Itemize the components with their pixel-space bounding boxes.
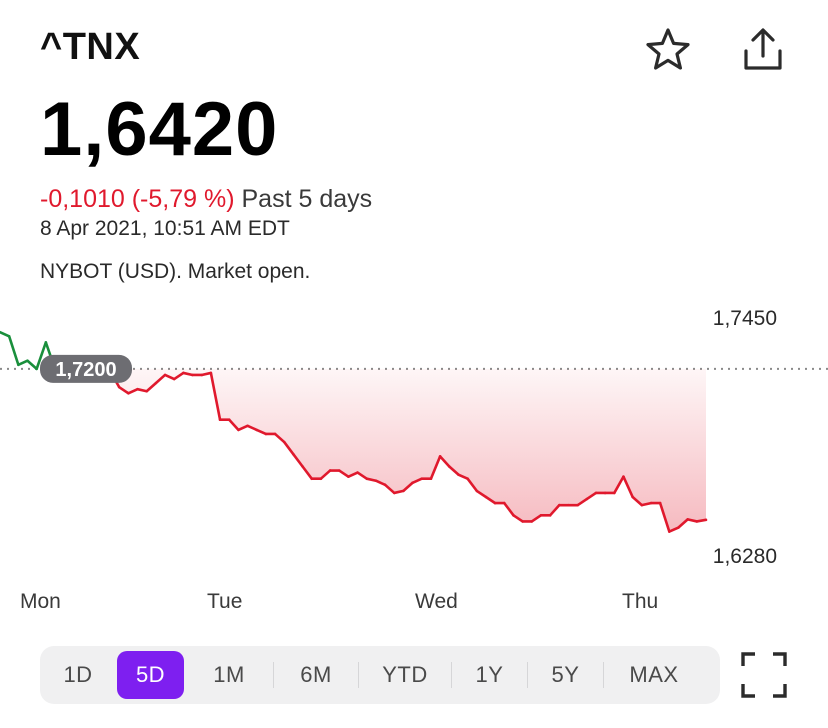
period-tab-5d[interactable]: 5D bbox=[117, 651, 184, 699]
series-line-segment bbox=[127, 387, 139, 395]
divider bbox=[358, 662, 359, 688]
series-line-segment bbox=[35, 341, 48, 371]
series-line-segment bbox=[172, 371, 185, 381]
market-status: NYBOT (USD). Market open. bbox=[40, 260, 311, 283]
period-tab-1m[interactable]: 1M bbox=[213, 662, 245, 687]
series-line-segment bbox=[301, 465, 314, 481]
series-line-segment bbox=[466, 477, 479, 493]
series-line-segment bbox=[411, 477, 424, 485]
series-line-segment bbox=[209, 371, 222, 422]
series-line-segment bbox=[402, 481, 414, 493]
star-outline-icon bbox=[646, 28, 690, 70]
y-axis-label-min: 1,6280 bbox=[713, 545, 777, 568]
change-period: Past 5 days bbox=[241, 185, 373, 213]
series-line-segment bbox=[163, 373, 176, 381]
share-button[interactable] bbox=[738, 24, 788, 74]
series-line-segment bbox=[273, 432, 286, 444]
series-line-segment bbox=[7, 335, 20, 367]
previous-close-label: 1,7200 bbox=[55, 359, 116, 381]
fullscreen-expand-icon bbox=[741, 652, 787, 698]
series-line-segment bbox=[200, 371, 213, 377]
series-line-segment bbox=[365, 477, 378, 483]
period-tab-5y[interactable]: 5Y bbox=[551, 662, 580, 687]
series-line-segment bbox=[658, 501, 671, 533]
current-price: 1,6420 bbox=[40, 87, 279, 172]
x-axis-label: Tue bbox=[207, 590, 242, 613]
series-line-segment bbox=[237, 424, 249, 432]
period-tab-ytd[interactable]: YTD bbox=[382, 662, 428, 687]
series-line-segment bbox=[631, 495, 644, 507]
period-tab-1d[interactable]: 1D bbox=[63, 662, 93, 687]
series-line-segment bbox=[686, 518, 699, 523]
series-line-segment bbox=[337, 469, 350, 478]
share-upload-icon bbox=[744, 28, 782, 70]
period-tab-6m[interactable]: 6M bbox=[300, 662, 332, 687]
quote-timestamp: 8 Apr 2021, 10:51 AM EDT bbox=[40, 217, 290, 240]
series-line-segment bbox=[182, 371, 194, 377]
price-area-fill bbox=[91, 368, 707, 532]
series-line-segment bbox=[429, 455, 442, 481]
series-line-segment bbox=[548, 503, 561, 517]
series-line-segment bbox=[622, 475, 634, 499]
series-line-segment bbox=[117, 385, 130, 395]
price-change-line: -0,1010 (-5,79 %) Past 5 days bbox=[40, 185, 372, 214]
series-line-segment bbox=[145, 381, 158, 393]
price-change: -0,1010 (-5,79 %) bbox=[40, 185, 235, 213]
series-line-segment bbox=[530, 514, 543, 523]
series-line-segment bbox=[383, 483, 396, 495]
series-line-segment bbox=[374, 479, 387, 487]
series-line-segment bbox=[677, 518, 689, 529]
series-line-segment bbox=[475, 489, 488, 499]
series-line-segment bbox=[17, 359, 29, 367]
watchlist-star-button[interactable] bbox=[643, 24, 693, 74]
series-line-segment bbox=[392, 489, 405, 495]
series-line-segment bbox=[282, 440, 295, 456]
period-tab-1y[interactable]: 1Y bbox=[475, 662, 504, 687]
x-axis-label: Mon bbox=[20, 590, 61, 613]
divider bbox=[603, 662, 604, 688]
series-line-segment bbox=[292, 452, 304, 468]
series-line-segment bbox=[26, 359, 38, 371]
series-line-segment bbox=[227, 418, 240, 432]
divider bbox=[527, 662, 528, 688]
series-line-segment bbox=[502, 501, 515, 517]
price-chart[interactable]: 1,7200 1,7450 1,6280 Mon Tue Wed Thu bbox=[0, 290, 828, 620]
series-line-segment bbox=[438, 455, 451, 468]
divider bbox=[273, 662, 274, 688]
series-line-segment bbox=[154, 373, 167, 385]
y-axis-label-max: 1,7450 bbox=[713, 307, 777, 330]
series-line-segment bbox=[576, 497, 589, 507]
series-line-segment bbox=[695, 518, 708, 523]
series-line-segment bbox=[613, 475, 625, 495]
period-tab-max[interactable]: MAX bbox=[629, 662, 679, 687]
series-line-segment bbox=[255, 428, 268, 436]
series-line-segment bbox=[585, 491, 598, 501]
series-line-segment bbox=[319, 469, 332, 481]
series-line-segment bbox=[640, 501, 653, 507]
divider bbox=[451, 662, 452, 688]
series-line-segment bbox=[668, 526, 680, 533]
x-axis-label: Wed bbox=[415, 590, 458, 613]
series-line-segment bbox=[457, 473, 469, 481]
series-line-segment bbox=[246, 424, 259, 432]
series-line-segment bbox=[347, 471, 359, 478]
series-line-segment bbox=[136, 387, 149, 393]
previous-close-badge: 1,7200 bbox=[40, 354, 132, 383]
period-selector: 1D 5D 1M 6M YTD 1Y 5Y MAX bbox=[40, 646, 720, 704]
series-line-segment bbox=[484, 495, 497, 505]
ticker-symbol: ^TNX bbox=[40, 26, 141, 68]
series-line-segment bbox=[447, 465, 460, 476]
series-line-segment bbox=[512, 514, 524, 523]
x-axis-label: Thu bbox=[622, 590, 658, 613]
fullscreen-button[interactable] bbox=[740, 651, 788, 699]
series-line-segment bbox=[0, 330, 11, 338]
series-line-segment bbox=[356, 471, 369, 481]
